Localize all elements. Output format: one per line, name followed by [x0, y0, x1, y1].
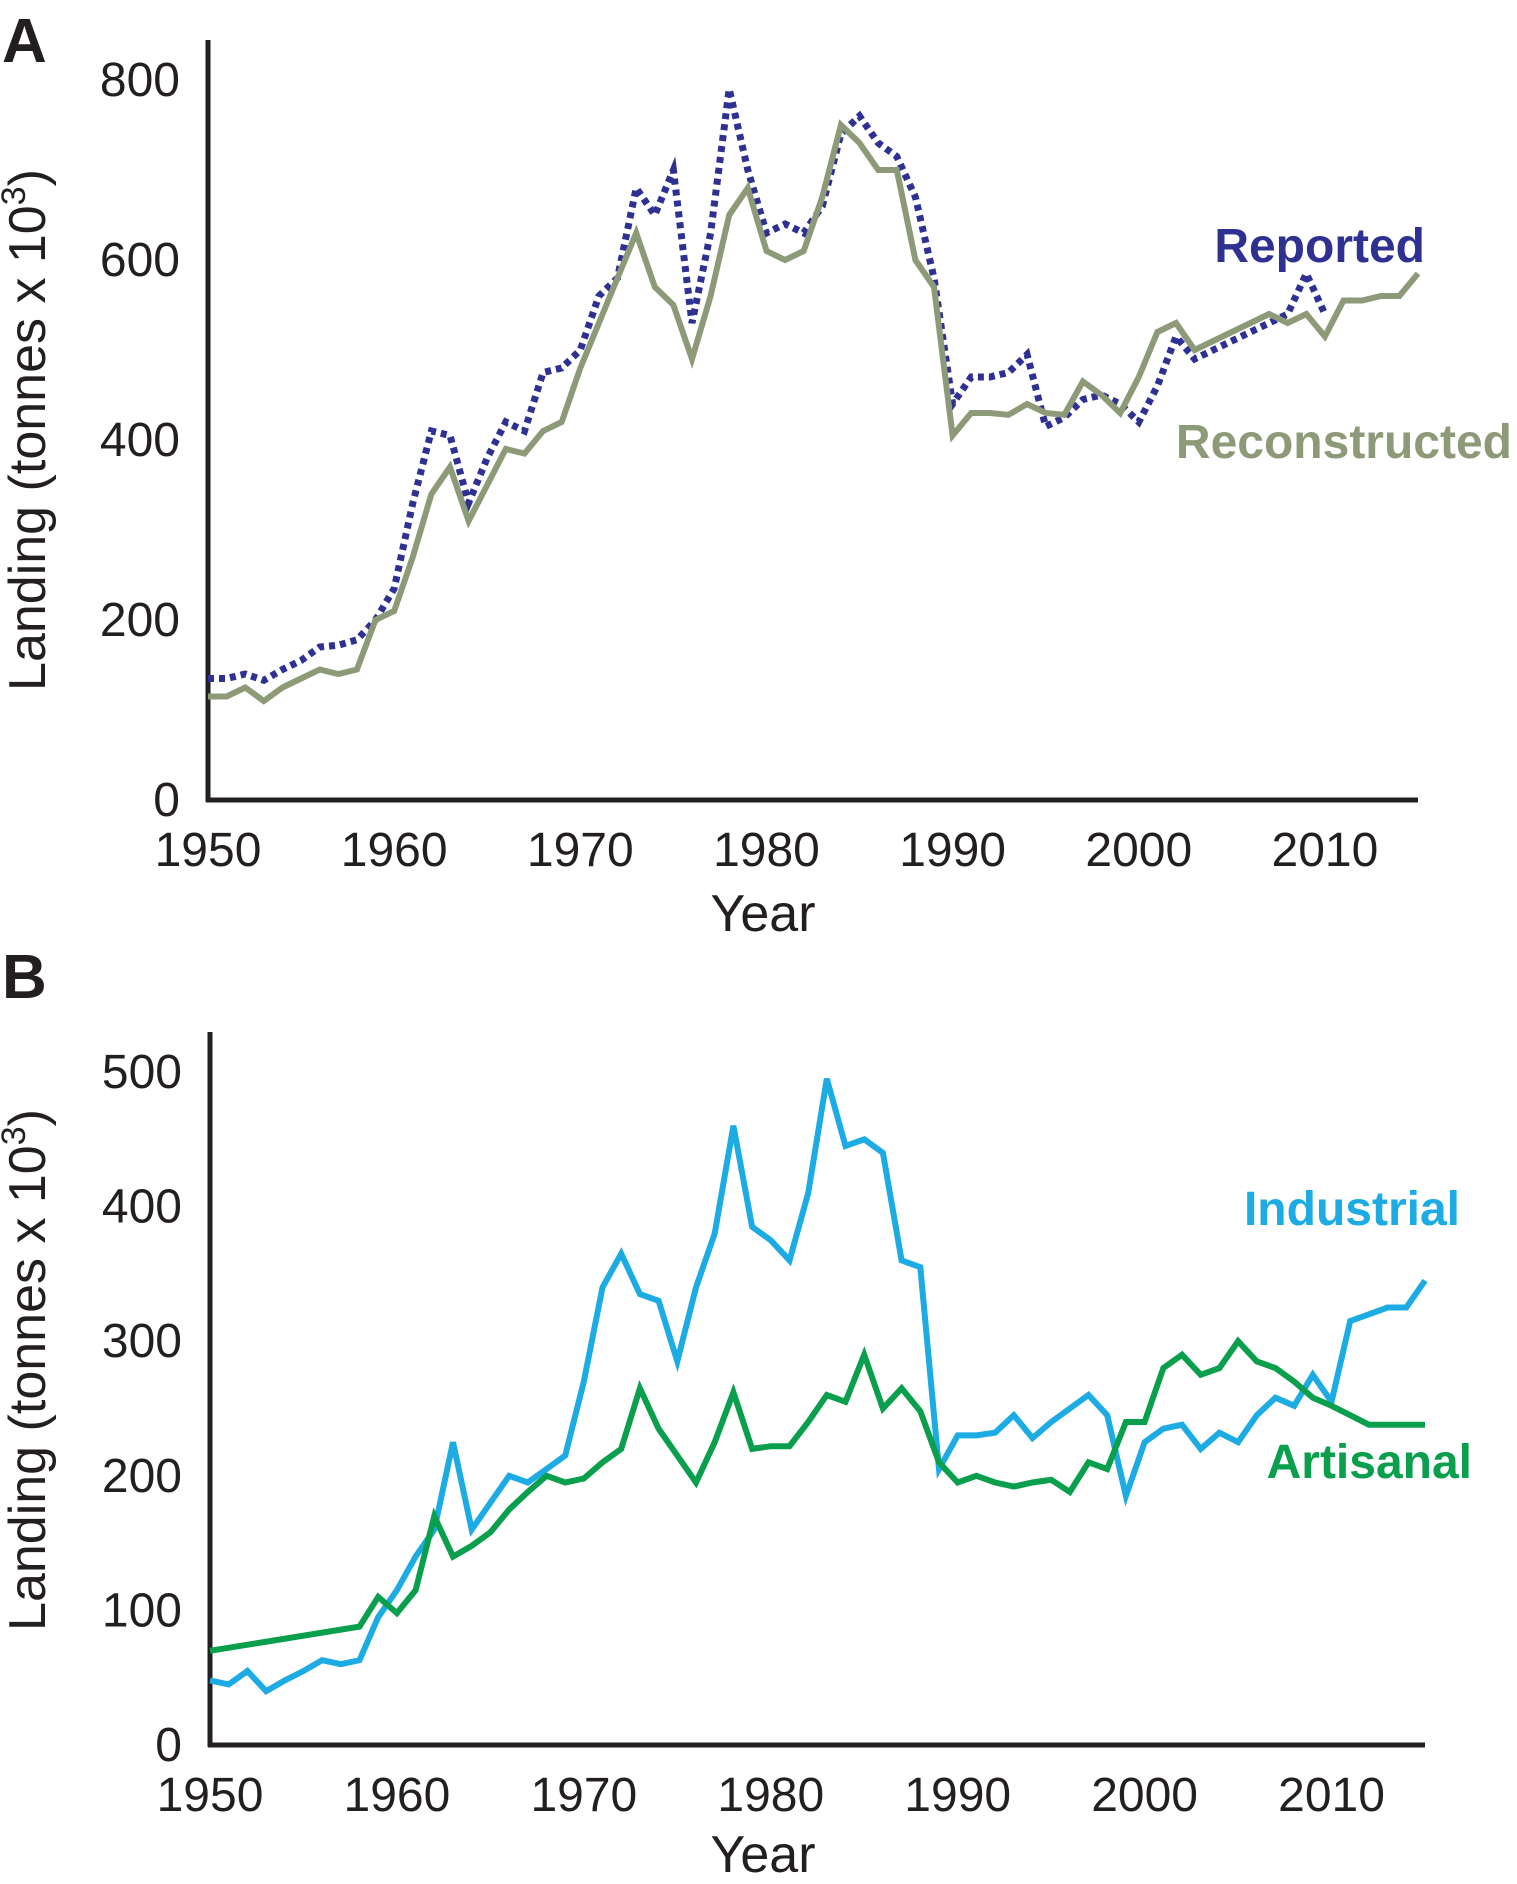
x-tick-label: 1960: [341, 824, 448, 877]
panel-a-y-axis-title: Landing (tonnes x 103): [0, 169, 57, 691]
x-tick-label: 2010: [1272, 824, 1379, 877]
y-tick-label: 200: [100, 594, 180, 647]
y-tick-label: 200: [102, 1450, 182, 1503]
series-label-reconstructed: Reconstructed: [1176, 416, 1512, 469]
y-tick-label: 0: [153, 774, 180, 827]
panel-b-label: B: [2, 943, 47, 1012]
panel-a-x-axis-title: Year: [710, 885, 815, 943]
series-line-industrial: [209, 1077, 1428, 1695]
y-tick-label: 800: [100, 54, 180, 107]
panel-a-label: A: [2, 7, 47, 76]
x-tick-label: 1960: [344, 1769, 451, 1822]
series-label-artisanal: Artisanal: [1267, 1436, 1472, 1489]
x-tick-label: 1980: [713, 824, 820, 877]
y-tick-label: 300: [102, 1315, 182, 1368]
series-line-artisanal: [209, 1336, 1425, 1654]
panel-b-y-axis-title: Landing (tonnes x 103): [0, 1109, 57, 1631]
panel-b: B Landing (tonnes x 103) Year 0 100 200 300…: [0, 943, 1472, 1884]
x-tick-label: 1970: [527, 824, 634, 877]
x-tick-label: 2000: [1091, 1769, 1198, 1822]
x-tick-label: 1950: [157, 1769, 264, 1822]
x-tick-label: 2010: [1278, 1769, 1385, 1822]
y-tick-label: 0: [155, 1719, 182, 1772]
x-tick-label: 1980: [717, 1769, 824, 1822]
series-label-reported: Reported: [1214, 220, 1425, 273]
panel-a-plot: 0 200 400 600 800 1950 1960 1970 1980 1990 2000 201…: [100, 40, 1512, 877]
x-tick-label: 1950: [155, 824, 262, 877]
series-line-reconstructed: [208, 119, 1421, 705]
y-tick-label: 600: [100, 234, 180, 287]
panel-b-plot: 0 100 200 300 400 500 1950 1960 1970 1980 1990 2000…: [102, 1032, 1472, 1822]
x-tick-label: 1970: [530, 1769, 637, 1822]
x-tick-label: 1990: [899, 824, 1006, 877]
y-tick-label: 400: [102, 1181, 182, 1234]
series-label-industrial: Industrial: [1244, 1183, 1460, 1236]
panel-b-x-axis-title: Year: [710, 1826, 815, 1884]
x-tick-label: 2000: [1085, 824, 1192, 877]
y-tick-label: 100: [102, 1584, 182, 1637]
y-tick-label: 500: [102, 1046, 182, 1099]
y-tick-label: 400: [100, 414, 180, 467]
panel-a: A Landing (tonnes x 103) Year 0 200 400 600…: [0, 7, 1512, 943]
series-line-reported: [208, 88, 1329, 685]
x-tick-label: 1990: [904, 1769, 1011, 1822]
